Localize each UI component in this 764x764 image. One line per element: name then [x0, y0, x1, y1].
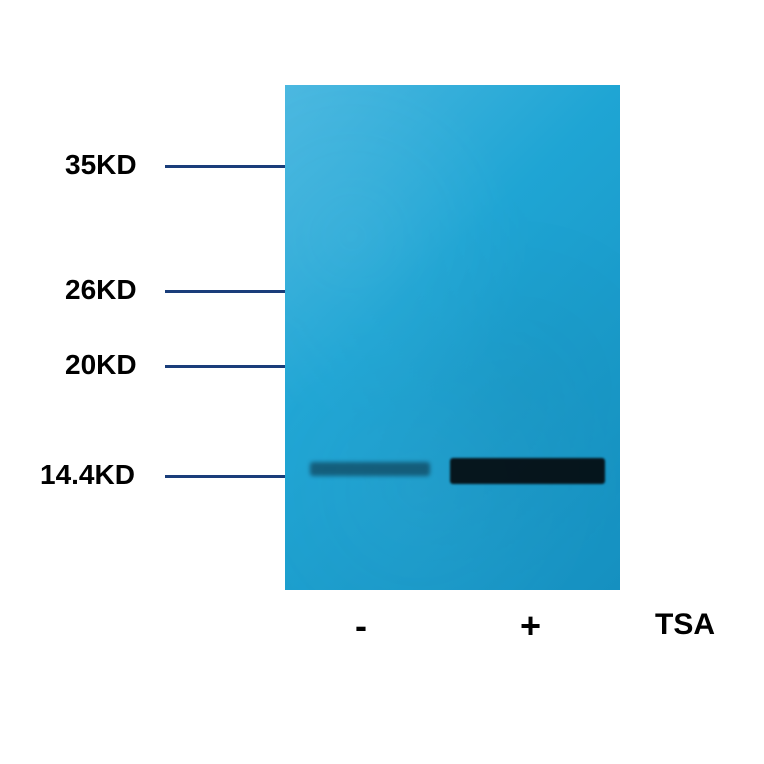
band-plus-lane: [450, 458, 605, 484]
marker-label-14kd: 14.4KD: [40, 459, 135, 491]
band-minus-lane: [310, 462, 430, 476]
western-blot-figure: 35KD 26KD 20KD 14.4KD - + TSA: [0, 0, 764, 764]
marker-label-26kd: 26KD: [65, 274, 137, 306]
marker-label-20kd: 20KD: [65, 349, 137, 381]
marker-line-14kd: [165, 475, 285, 478]
lane-label-plus: +: [520, 605, 541, 647]
marker-line-35kd: [165, 165, 285, 168]
treatment-label: TSA: [655, 608, 715, 642]
marker-line-20kd: [165, 365, 285, 368]
blot-membrane: [285, 85, 620, 590]
blot-texture: [285, 85, 620, 590]
marker-line-26kd: [165, 290, 285, 293]
marker-label-35kd: 35KD: [65, 149, 137, 181]
lane-label-minus: -: [355, 605, 367, 647]
